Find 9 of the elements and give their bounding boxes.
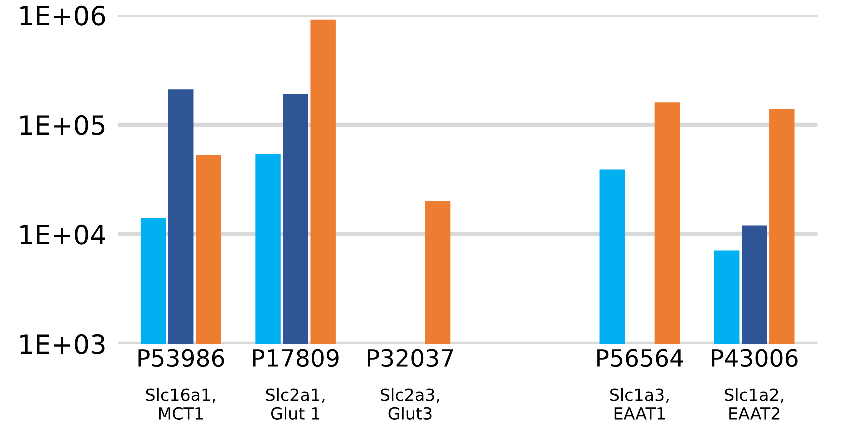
category-label: P56564 Slc1a3, EAAT1: [598, 349, 684, 420]
y-tick-label: 1E+03: [20, 334, 105, 354]
y-tick-label: 1E+06: [20, 6, 106, 26]
y-tick-label: 1E+05: [20, 115, 105, 136]
category-label: P17809 Slc2a1, Glut 1: [253, 349, 339, 420]
category-label: P53986 Slc16a1, MCT1: [138, 349, 224, 420]
y-tick-label: 1E+04: [20, 224, 106, 245]
category-label: P43006 Slc1a2, EAAT2: [712, 349, 798, 420]
category-label: P32037 Slc2a3, Glut3: [368, 349, 454, 420]
